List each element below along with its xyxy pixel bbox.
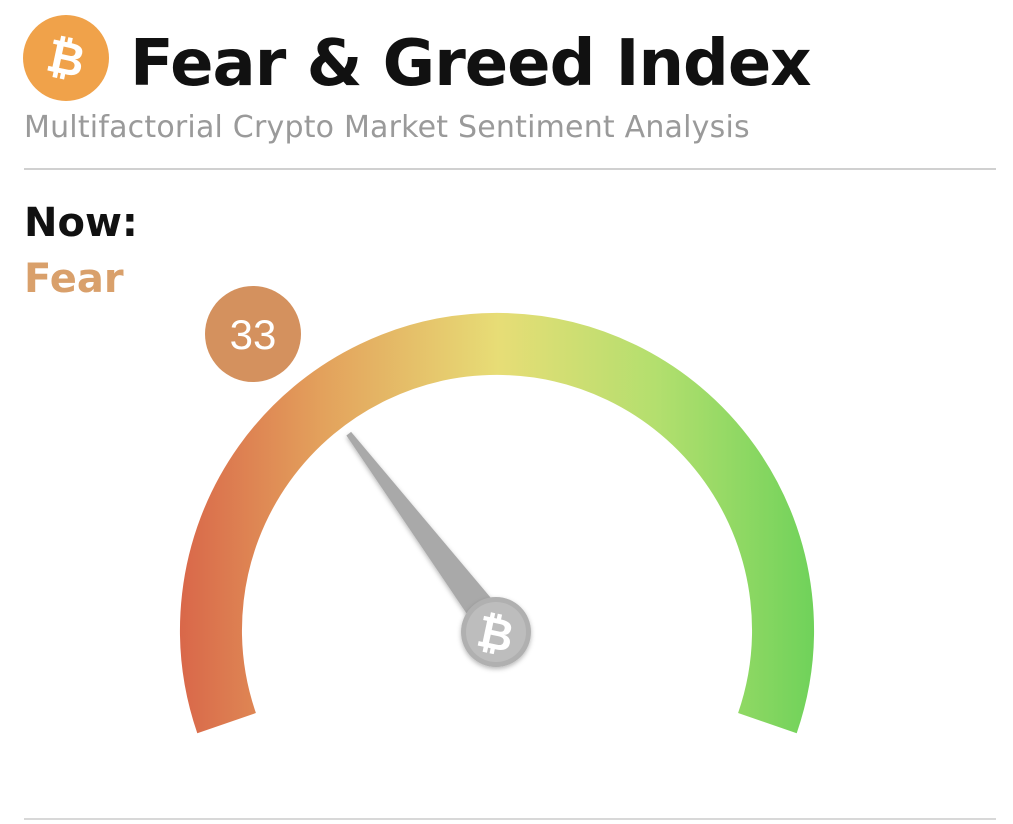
gauge-arc (180, 312, 814, 734)
page-title: Fear & Greed Index (130, 27, 812, 101)
page-subtitle: Multifactorial Crypto Market Sentiment A… (24, 110, 750, 145)
gauge-hub (461, 597, 531, 667)
bitcoin-icon: ₿ (23, 15, 109, 101)
gauge-needle (346, 431, 510, 640)
divider (24, 168, 996, 170)
header: ₿ Fear & Greed Index (22, 14, 1002, 104)
divider-bottom (24, 818, 996, 820)
value-badge: 33 (205, 286, 301, 382)
now-label: Now: (24, 200, 138, 246)
sentiment-classification: Fear (24, 256, 124, 302)
value-badge-text: 33 (230, 311, 277, 358)
